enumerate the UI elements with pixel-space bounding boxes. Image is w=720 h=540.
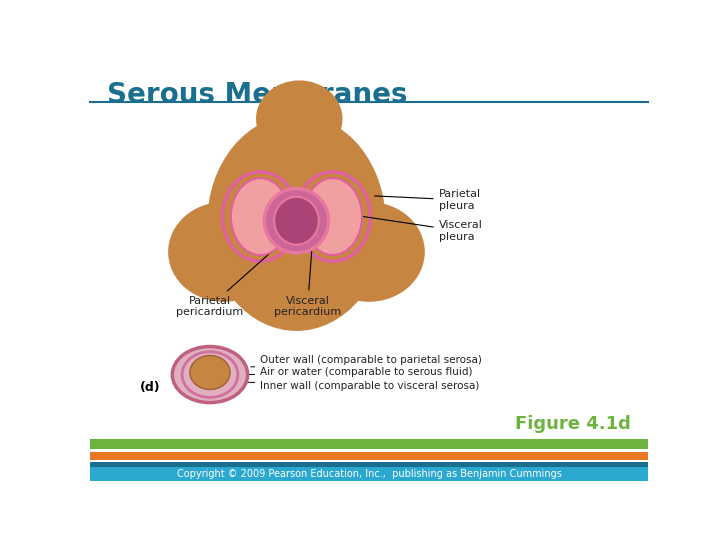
Text: Visceral
pleura: Visceral pleura (358, 215, 482, 242)
Text: (d): (d) (140, 381, 161, 394)
Text: Parietal
pericardium: Parietal pericardium (176, 246, 278, 317)
Bar (90, 439, 648, 449)
Ellipse shape (172, 347, 248, 403)
Ellipse shape (313, 202, 425, 302)
FancyBboxPatch shape (269, 131, 324, 165)
Bar (90, 467, 648, 481)
Text: Inner wall (comparable to visceral serosa): Inner wall (comparable to visceral seros… (243, 381, 480, 391)
Text: Copyright © 2009 Pearson Education, Inc.,  publishing as Benjamin Cummings: Copyright © 2009 Pearson Education, Inc.… (176, 469, 562, 479)
Ellipse shape (274, 197, 319, 245)
Bar (90, 462, 648, 467)
Text: Air or water (comparable to serous fluid): Air or water (comparable to serous fluid… (248, 368, 473, 377)
Ellipse shape (168, 202, 279, 302)
Text: Figure 4.1d: Figure 4.1d (516, 415, 631, 433)
Text: Parietal
pleura: Parietal pleura (374, 189, 481, 211)
Ellipse shape (264, 188, 328, 253)
Text: Outer wall (comparable to parietal serosa): Outer wall (comparable to parietal seros… (251, 355, 482, 367)
Ellipse shape (256, 80, 343, 157)
Ellipse shape (190, 355, 230, 389)
Text: Visceral
pericardium: Visceral pericardium (274, 234, 341, 317)
Text: Serous Membranes: Serous Membranes (107, 82, 408, 110)
Ellipse shape (207, 114, 386, 331)
Ellipse shape (303, 178, 362, 255)
Bar (90, 453, 648, 460)
Ellipse shape (231, 178, 289, 255)
